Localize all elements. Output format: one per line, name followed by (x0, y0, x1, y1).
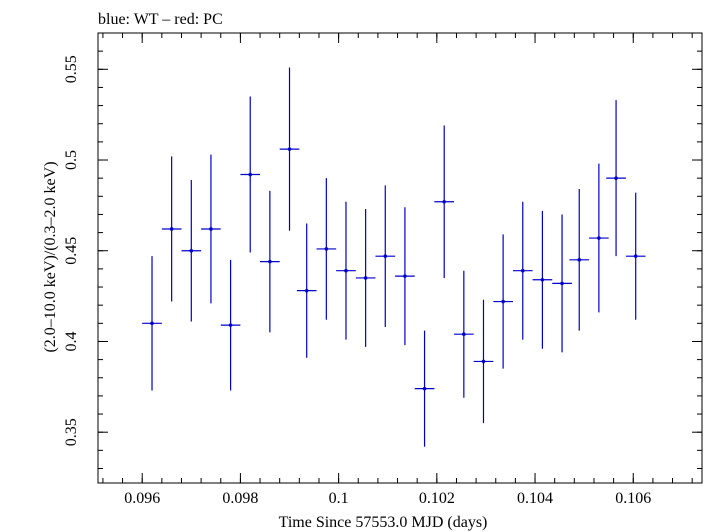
data-marker (228, 323, 233, 327)
data-point (473, 299, 494, 424)
data-point (434, 125, 455, 278)
data-point (395, 207, 415, 346)
data-marker (403, 274, 407, 278)
data-point (375, 185, 396, 327)
data-marker (520, 268, 525, 273)
data-marker (577, 258, 582, 262)
x-tick-label: 0.102 (419, 490, 455, 507)
data-marker (422, 386, 427, 391)
data-marker (189, 248, 194, 253)
data-point (606, 100, 626, 257)
chart-title: blue: WT – red: PC (98, 11, 223, 28)
data-marker (383, 254, 388, 258)
data-point (532, 210, 553, 349)
data-point (316, 178, 337, 320)
data-marker (268, 259, 272, 264)
data-point (220, 259, 241, 391)
data-point (493, 234, 513, 369)
data-point (260, 190, 280, 333)
data-marker (501, 299, 505, 304)
data-point (161, 156, 182, 302)
y-axis-label: (2.0–10.0 keV)/(0.3–2.0 keV) (42, 161, 59, 352)
data-point (512, 201, 533, 340)
data-marker (150, 321, 154, 326)
data-point (142, 256, 162, 391)
data-marker (560, 281, 564, 286)
data-point (569, 189, 590, 331)
data-marker (287, 147, 292, 151)
data-point (355, 209, 376, 347)
x-tick-label: 0.096 (124, 490, 160, 507)
x-tick-label: 0.098 (222, 490, 258, 507)
data-point (181, 179, 202, 322)
x-axis-label: Time Since 57553.0 MJD (days) (279, 514, 488, 531)
data-marker (304, 288, 309, 293)
data-point (552, 214, 572, 353)
data-marker (540, 277, 545, 282)
x-tick-label: 0.104 (517, 490, 553, 507)
data-series (142, 67, 646, 447)
data-marker (248, 172, 253, 177)
y-tick-label: 0.5 (63, 150, 80, 170)
data-point (589, 163, 609, 313)
y-tick-label: 0.55 (63, 55, 80, 83)
y-axis: 0.35 0.4 0.45 0.5 0.55 (63, 32, 702, 469)
x-tick-label: 0.106 (615, 490, 651, 507)
data-marker (614, 176, 618, 180)
data-point (454, 270, 474, 398)
data-marker (363, 276, 368, 280)
data-point (201, 154, 221, 304)
data-marker (209, 227, 213, 231)
data-marker (324, 247, 329, 251)
y-tick-label: 0.4 (63, 331, 80, 351)
x-tick-label: 0.1 (329, 490, 349, 507)
data-marker (633, 254, 638, 258)
data-marker (462, 332, 466, 337)
data-point (414, 330, 435, 447)
y-tick-label: 0.35 (63, 418, 80, 446)
data-marker (442, 199, 446, 204)
plot-frame (97, 32, 703, 484)
data-point (296, 223, 317, 358)
data-marker (481, 359, 486, 364)
data-point (625, 192, 646, 320)
data-marker (597, 236, 601, 240)
x-axis: 0.096 0.098 0.1 0.102 0.104 0.106 (102, 33, 693, 507)
data-marker (344, 268, 348, 273)
data-point (279, 67, 300, 231)
y-tick-label: 0.45 (63, 237, 80, 265)
data-point (240, 96, 261, 253)
data-marker (169, 227, 174, 231)
data-point (336, 201, 356, 340)
